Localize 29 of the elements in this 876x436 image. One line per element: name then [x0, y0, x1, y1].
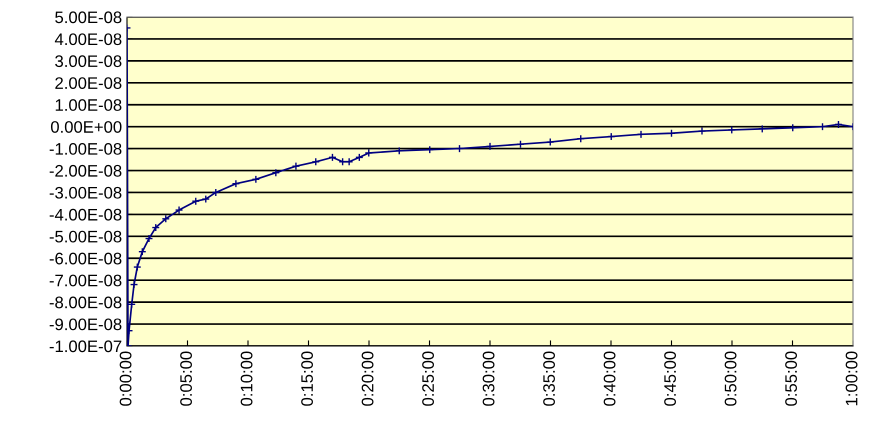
y-tick-label: 5.00E-08: [55, 11, 122, 24]
x-tick-label: 0:30:00: [482, 352, 494, 406]
y-tick-label: -2.00E-08: [50, 164, 122, 177]
x-tick-label: 0:05:00: [180, 352, 192, 406]
y-tick-label: 4.00E-08: [54, 33, 122, 46]
y-tick-label: 3.00E-08: [55, 55, 122, 68]
y-tick-label: -1.00E-08: [50, 143, 122, 155]
x-tick-label: 0:35:00: [543, 352, 555, 406]
x-tick-label: 0:25:00: [422, 352, 434, 406]
x-tick-label: 0:00:00: [120, 352, 132, 406]
y-tick-label: -9.00E-08: [50, 318, 122, 330]
y-tick-label: -8.00E-08: [50, 296, 122, 308]
x-tick-label: 0:40:00: [604, 352, 616, 406]
y-tick-label: 1.00E-08: [56, 99, 122, 111]
y-tick-label: 0.00E+00: [50, 121, 122, 133]
y-tick-label: -1.00E-07: [50, 340, 122, 352]
x-tick-label: 0:55:00: [785, 352, 797, 406]
y-tick-label: -4.00E-08: [50, 208, 122, 221]
y-tick-label: -5.00E-08: [50, 230, 122, 243]
x-tick-label: 0:45:00: [664, 352, 676, 406]
x-tick-label: 1:00:00: [846, 352, 858, 406]
y-tick-label: 2.00E-08: [55, 77, 122, 90]
y-tick-label: -6.00E-08: [50, 252, 122, 264]
y-tick-label: -7.00E-08: [50, 274, 122, 286]
x-tick-label: 0:15:00: [301, 352, 313, 406]
x-tick-label: 0:20:00: [362, 352, 374, 406]
x-tick-label: 0:50:00: [724, 352, 736, 406]
y-tick-label: -3.00E-08: [50, 186, 122, 199]
x-tick-label: 0:10:00: [240, 352, 252, 406]
